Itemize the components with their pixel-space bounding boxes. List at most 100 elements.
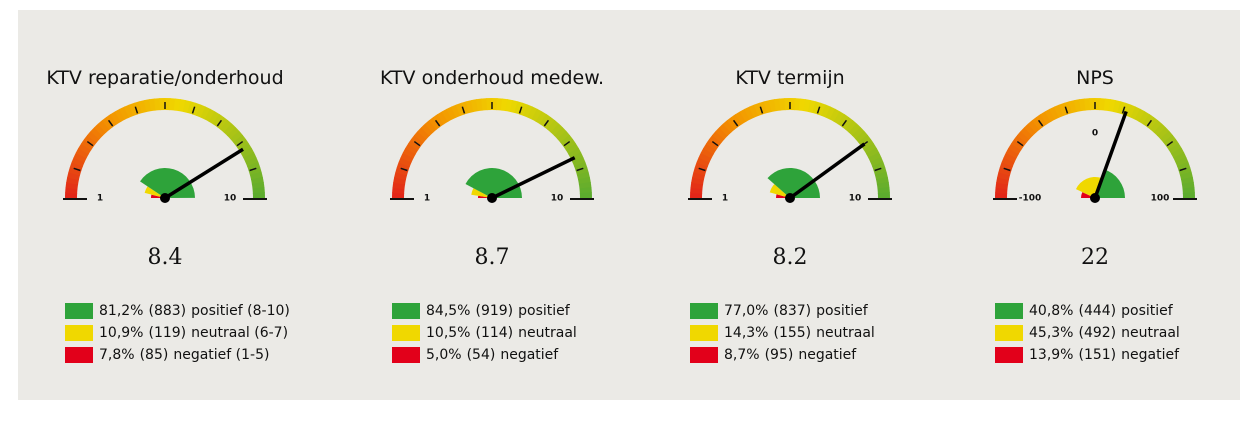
gauge-band xyxy=(1027,120,1040,133)
gauge-band xyxy=(705,138,720,151)
gauge-band xyxy=(845,120,858,133)
gauge-tick-label: 10 xyxy=(551,194,564,204)
legend-entry: 10,9% (119) neutraal (6-7) xyxy=(99,325,288,341)
gauge-band xyxy=(535,111,547,125)
gauge-band xyxy=(212,113,225,128)
gauge-band xyxy=(90,127,104,140)
gauge-band xyxy=(87,130,100,143)
gauge-notch xyxy=(191,106,196,114)
gauge-band xyxy=(1078,98,1087,112)
gauge-band xyxy=(233,134,247,147)
gauge-band xyxy=(123,104,134,118)
legend-label: negatief xyxy=(1121,347,1180,363)
gauge-notch xyxy=(1146,119,1153,127)
gauge-notch xyxy=(1016,140,1024,147)
gauge-band xyxy=(410,134,424,147)
gauge-band xyxy=(187,101,197,115)
gauge-notch xyxy=(543,119,550,127)
legend-count: (444) xyxy=(1078,303,1116,319)
gauge-notch xyxy=(841,119,848,127)
legend-entry: 7,8% (85) negatief (1-5) xyxy=(99,347,269,363)
gauge-band xyxy=(877,187,890,194)
gauge-band xyxy=(182,100,192,114)
gauge-band xyxy=(579,192,592,199)
legend-percent: 7,8% xyxy=(99,347,135,363)
gauge-band xyxy=(247,161,261,172)
share-wedge xyxy=(140,168,195,198)
legend-label: neutraal xyxy=(518,325,577,341)
gauge-band xyxy=(68,166,82,176)
legend-entry: 81,2% (883) positief (8-10) xyxy=(99,303,290,319)
gauge-band xyxy=(1175,156,1189,167)
legend-swatch xyxy=(65,303,93,319)
gauge-band xyxy=(1182,192,1195,199)
gauge-title: KTV reparatie/onderhoud xyxy=(46,67,283,89)
gauge-band xyxy=(251,181,265,190)
gauge-notch xyxy=(86,140,94,147)
gauge-band xyxy=(475,98,484,112)
gauge-band xyxy=(252,192,266,199)
gauge-band xyxy=(722,120,735,133)
gauge-band xyxy=(841,116,854,130)
share-wedge xyxy=(769,184,790,198)
share-wedge xyxy=(767,168,820,198)
gauge-band xyxy=(562,138,577,151)
gauge-band xyxy=(402,147,416,159)
gauge-band xyxy=(876,181,890,190)
gauge-band xyxy=(164,98,171,111)
gauge-notch xyxy=(73,167,81,172)
gauge-band xyxy=(730,113,743,128)
gauge-notch xyxy=(134,106,139,114)
gauge-band xyxy=(204,108,216,122)
gauge-notch xyxy=(1064,106,1069,114)
legend-entry: 84,5% (919) positief xyxy=(426,303,571,319)
gauge-band xyxy=(101,116,114,130)
needle-hub xyxy=(487,193,497,203)
gauge-value: 8.4 xyxy=(148,245,183,270)
legend-entry: 14,3% (155) neutraal xyxy=(724,325,875,341)
gauge-band xyxy=(1035,113,1048,128)
gauge-notch xyxy=(1037,119,1044,127)
gauge-band xyxy=(1005,147,1019,159)
legend-swatch xyxy=(995,303,1023,319)
gauge-notch xyxy=(249,167,257,172)
gauge-band xyxy=(400,152,414,163)
gauge-notch xyxy=(874,167,882,172)
gauge-band xyxy=(998,166,1012,176)
gauge-band xyxy=(560,134,574,147)
legend-label: positief xyxy=(1121,303,1174,319)
gauge-band xyxy=(565,143,579,155)
gauge-band xyxy=(715,127,729,140)
legend-count: (114) xyxy=(475,325,513,341)
legend-swatch xyxy=(995,347,1023,363)
gauge-tick-label: 1 xyxy=(97,194,103,204)
gauge-band xyxy=(78,143,92,155)
gauge-band xyxy=(1008,143,1022,155)
gauge-band xyxy=(712,130,725,143)
gauge-band xyxy=(837,113,850,128)
gauge-band xyxy=(437,111,449,125)
gauge-band xyxy=(148,98,157,112)
gauge-band xyxy=(1013,134,1027,147)
gauge-band xyxy=(719,123,732,137)
gauge-band xyxy=(696,156,710,167)
legend-count: (155) xyxy=(773,325,811,341)
gauge-band xyxy=(860,138,875,151)
gauge-band xyxy=(708,134,722,147)
legend-label: negatief xyxy=(798,347,857,363)
gauge-band xyxy=(753,102,764,116)
gauge-tick-label: 1 xyxy=(722,194,728,204)
gauge-title: KTV onderhoud medew. xyxy=(380,67,604,89)
gauge-band xyxy=(994,192,1008,199)
gauge-notch xyxy=(400,167,408,172)
gauge-band xyxy=(1181,181,1195,190)
gauge-band xyxy=(1089,98,1096,111)
legend-count: (492) xyxy=(1078,325,1116,341)
gauge-band xyxy=(858,134,872,147)
gauge-title: KTV termijn xyxy=(735,67,844,89)
gauge-band xyxy=(692,171,706,181)
gauge-band xyxy=(872,161,886,172)
gauge-value: 22 xyxy=(1081,245,1109,270)
legend-percent: 84,5% xyxy=(426,303,470,319)
